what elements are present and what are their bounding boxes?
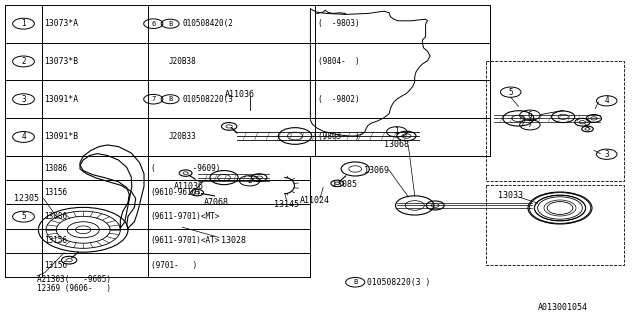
Text: 010508220(3 ): 010508220(3 ) [367,278,431,287]
Text: 6: 6 [527,111,532,120]
Text: B: B [168,96,172,102]
Text: 13156: 13156 [45,236,68,245]
Text: 4: 4 [21,132,26,141]
Text: 4: 4 [604,96,609,105]
Text: 13086: 13086 [45,212,68,221]
Text: 6: 6 [151,21,156,27]
Text: (9803-  ): (9803- ) [318,132,360,141]
Text: 13091*B: 13091*B [45,132,79,141]
Text: 010508420(2: 010508420(2 [183,19,234,28]
Text: J20B38: J20B38 [168,57,196,66]
Text: A11036: A11036 [174,182,204,191]
Text: 13028: 13028 [221,236,246,245]
Text: A11024: A11024 [300,196,330,204]
Text: J20B33: J20B33 [168,132,196,141]
Text: 13069: 13069 [364,166,388,175]
Text: 13033: 13033 [498,191,523,200]
Text: (9610-9610): (9610-9610) [150,188,202,197]
Text: A21303(   -9605): A21303( -9605) [37,275,111,284]
Text: 7: 7 [151,96,156,102]
Text: (9804-  ): (9804- ) [318,57,360,66]
Text: 3: 3 [604,150,609,159]
Text: 13156: 13156 [45,261,68,270]
Text: 13068: 13068 [384,140,409,149]
Text: 010508220(3: 010508220(3 [183,95,234,104]
Text: B: B [353,279,357,285]
Text: A013001054: A013001054 [538,303,588,312]
Text: 13085: 13085 [332,180,356,189]
Text: (        -9609): ( -9609) [150,164,220,172]
Text: (  -9802): ( -9802) [318,95,360,104]
Text: 2: 2 [247,176,252,185]
Text: 3: 3 [21,95,26,104]
Text: (9701-   ): (9701- ) [150,261,197,270]
Text: A7068: A7068 [204,198,228,207]
Text: 1: 1 [394,127,399,136]
Text: 13156: 13156 [45,188,68,197]
Text: A11036: A11036 [225,90,255,99]
Text: 7: 7 [527,120,532,129]
Text: 12369 (9606-   ): 12369 (9606- ) [37,284,111,293]
Text: 13086: 13086 [45,164,68,172]
Text: 5: 5 [21,212,26,221]
Text: 13073*A: 13073*A [45,19,79,28]
Text: B: B [168,21,172,27]
Text: 12305: 12305 [14,194,39,203]
Text: (9611-9701)<MT>: (9611-9701)<MT> [150,212,220,221]
Text: 2: 2 [21,57,26,66]
Text: (  -9803): ( -9803) [318,19,360,28]
Text: 1: 1 [21,19,26,28]
Text: 13091*A: 13091*A [45,95,79,104]
Text: (9611-9701)<AT>: (9611-9701)<AT> [150,236,220,245]
Text: 5: 5 [508,88,513,97]
Text: 13145: 13145 [274,200,299,209]
Text: 13073*B: 13073*B [45,57,79,66]
